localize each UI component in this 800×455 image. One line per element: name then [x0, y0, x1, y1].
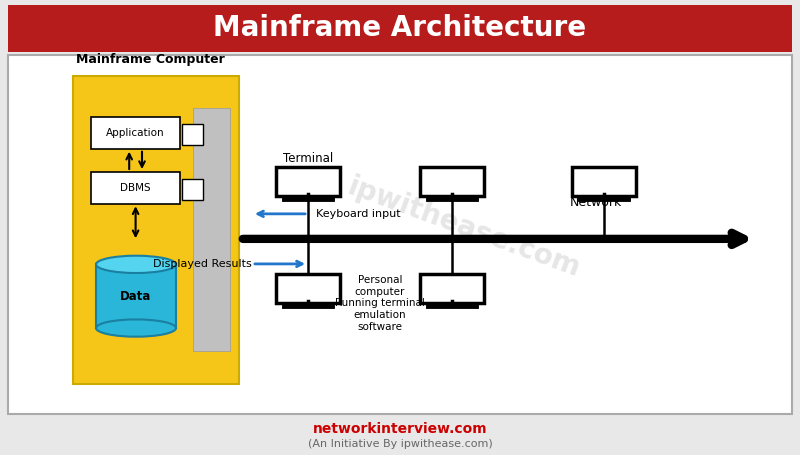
FancyBboxPatch shape — [182, 179, 203, 200]
Text: Data: Data — [120, 290, 152, 303]
Text: Application: Application — [106, 128, 165, 138]
FancyBboxPatch shape — [91, 172, 180, 204]
Text: Terminal: Terminal — [283, 152, 333, 165]
Text: Mainframe Computer: Mainframe Computer — [76, 53, 225, 66]
FancyBboxPatch shape — [276, 274, 340, 303]
FancyBboxPatch shape — [8, 55, 792, 414]
Text: DBMS: DBMS — [120, 183, 151, 192]
Text: networkinterview.com: networkinterview.com — [313, 422, 487, 435]
FancyBboxPatch shape — [73, 76, 239, 384]
Text: (An Initiative By ipwithease.com): (An Initiative By ipwithease.com) — [308, 439, 492, 449]
Text: Displayed Results: Displayed Results — [154, 259, 252, 269]
Text: Personal
computer
Running terminal
emulation
software: Personal computer Running terminal emula… — [335, 275, 425, 332]
Polygon shape — [96, 264, 176, 328]
FancyBboxPatch shape — [420, 167, 484, 196]
FancyBboxPatch shape — [572, 167, 636, 196]
FancyBboxPatch shape — [276, 167, 340, 196]
FancyBboxPatch shape — [8, 5, 792, 52]
FancyBboxPatch shape — [91, 117, 180, 149]
Text: Mainframe Architecture: Mainframe Architecture — [214, 14, 586, 42]
Ellipse shape — [96, 319, 176, 337]
Text: Network: Network — [570, 196, 622, 209]
Ellipse shape — [96, 256, 176, 273]
Text: ipwithease.com: ipwithease.com — [344, 172, 584, 283]
Text: Keyboard input: Keyboard input — [316, 209, 401, 219]
FancyBboxPatch shape — [193, 108, 230, 351]
FancyBboxPatch shape — [420, 274, 484, 303]
FancyBboxPatch shape — [182, 124, 203, 145]
